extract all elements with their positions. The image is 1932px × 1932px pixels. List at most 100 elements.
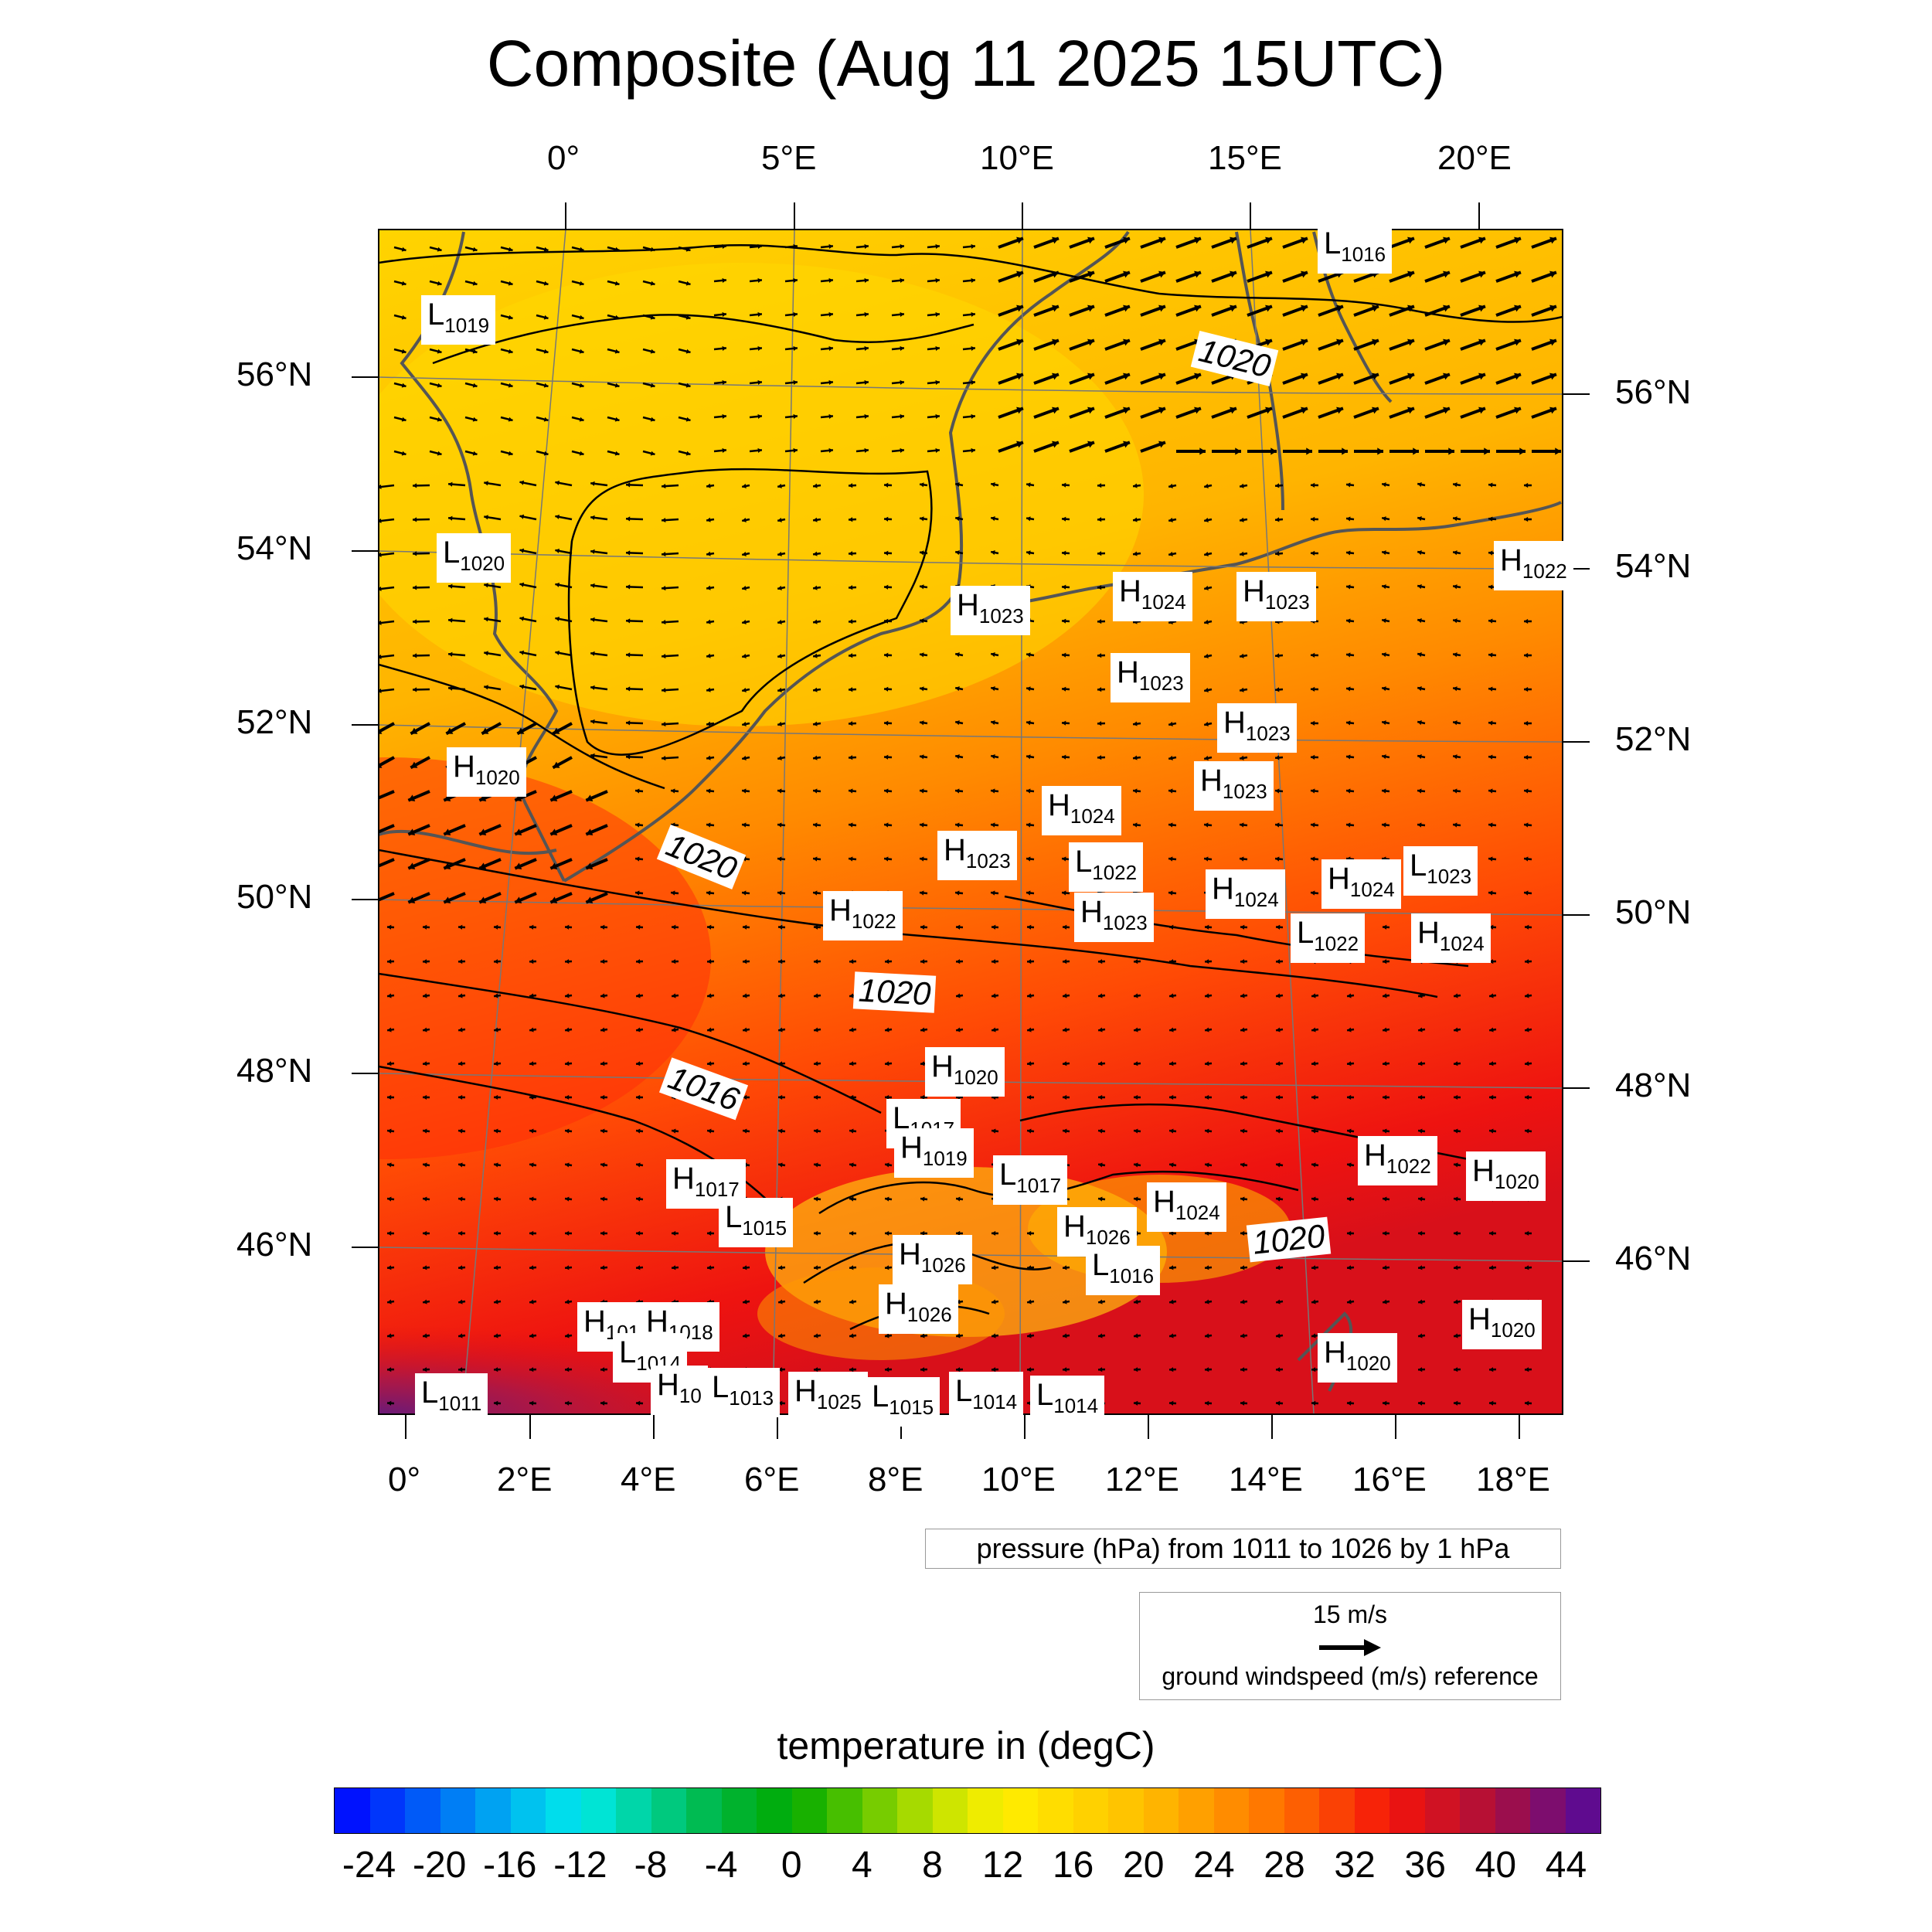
wind-arrow-head	[1489, 1027, 1494, 1032]
wind-arrow-head	[1158, 338, 1165, 346]
wind-arrow-head	[519, 548, 525, 553]
wind-arrow-head	[401, 349, 406, 354]
wind-arrow-head	[1488, 856, 1493, 862]
wind-arrow-head	[413, 585, 417, 590]
wind-arrow-head	[1205, 1061, 1209, 1066]
wind-arrow-head	[1454, 993, 1458, 998]
wind-arrow-head	[1098, 1128, 1103, 1134]
wind-arrow-head	[650, 247, 655, 252]
wind-arrow-head	[1133, 483, 1138, 488]
left-lat-label: 46°N	[236, 1226, 313, 1264]
wind-arrow-head	[1230, 236, 1236, 244]
wind-arrow-head	[1383, 1061, 1387, 1066]
wind-arrow-head	[1417, 652, 1422, 658]
colorbar-bin	[897, 1788, 933, 1833]
wind-arrow-head	[971, 311, 975, 317]
wind-arrow-head	[864, 345, 869, 351]
wind-arrow-head	[706, 619, 711, 624]
wind-arrow-head	[849, 856, 853, 862]
wind-arrow-head	[1062, 856, 1066, 862]
colorbar-tick-label: -12	[553, 1845, 607, 1886]
wind-arrow-head	[777, 653, 782, 658]
wind-arrow-head	[1407, 406, 1414, 414]
colorbar-tick-label: 12	[981, 1845, 1024, 1886]
wind-arrow-head	[813, 890, 818, 896]
right-lat-label: 48°N	[1615, 1066, 1692, 1104]
wind-arrow-head	[555, 650, 560, 655]
wind-arrow-head	[793, 379, 798, 385]
high-pressure-label: H1022	[823, 891, 903, 940]
wind-arrow-head	[543, 383, 549, 388]
wind-arrow-head	[484, 515, 488, 520]
wind-arrow-head	[1453, 686, 1458, 692]
wind-arrow-head	[1265, 236, 1272, 244]
wind-arrow-head	[494, 1333, 498, 1338]
wind-arrow-head	[900, 243, 904, 249]
wind-arrow-head	[636, 924, 641, 930]
wind-arrow-head	[992, 1299, 996, 1304]
high-pressure-label: H1023	[937, 831, 1017, 880]
wind-arrow-head	[742, 585, 747, 590]
wind-arrow-head	[614, 315, 620, 320]
wind-arrow-head	[1134, 959, 1138, 964]
wind-arrow-head	[410, 761, 418, 768]
wind-arrow-head	[1383, 959, 1387, 964]
wind-arrow-head	[1311, 754, 1315, 760]
wind-arrow-head	[743, 1265, 747, 1270]
wind-arrow-head	[991, 652, 995, 658]
colorbar-bin	[1530, 1788, 1566, 1833]
wind-arrow	[379, 892, 395, 902]
wind-arrow-head	[1062, 482, 1066, 488]
wind-arrow-head	[379, 727, 383, 734]
wind-arrow-head	[586, 896, 594, 903]
wind-arrow-head	[1275, 822, 1280, 828]
wind-arrow-head	[1027, 1027, 1032, 1032]
wind-arrow-head	[472, 281, 478, 286]
wind-arrow-head	[1514, 270, 1521, 278]
high-pressure-label: H1023	[1194, 761, 1274, 811]
colorbar-bin	[827, 1788, 862, 1833]
wind-arrow-head	[849, 1230, 854, 1236]
high-pressure-label: H1020	[1462, 1300, 1542, 1349]
wind-arrow-head	[706, 788, 711, 794]
wind-arrow-head	[1016, 338, 1023, 346]
wind-arrow-head	[1204, 721, 1209, 726]
wind-arrow-head	[956, 1333, 961, 1338]
wind-arrow-head	[494, 1299, 498, 1304]
wind-arrow-head	[1301, 236, 1308, 244]
wind-arrow-head	[1383, 1400, 1387, 1406]
wind-arrow-head	[1205, 1094, 1209, 1100]
wind-arrow-head	[1052, 338, 1059, 346]
wind-arrow-head	[920, 1333, 925, 1338]
wind-arrow-head	[920, 584, 924, 590]
wind-arrow-head	[1240, 755, 1244, 760]
high-pressure-label: H1017	[666, 1159, 746, 1209]
wind-arrow-head	[1240, 1230, 1245, 1236]
wind-arrow-head	[494, 1230, 498, 1236]
wind-arrow-head	[1301, 372, 1308, 380]
wind-arrow-head	[1026, 482, 1031, 488]
colorbar-bin	[1565, 1788, 1600, 1833]
wind-arrow-head	[1052, 406, 1059, 414]
wind-arrow-head	[600, 1128, 605, 1134]
wind-arrow-head	[1525, 1230, 1529, 1236]
wind-arrow-head	[814, 1162, 818, 1168]
wind-arrow-head	[1524, 822, 1529, 828]
wind-arrow-head	[1194, 236, 1201, 244]
wind-arrow-head	[1169, 924, 1174, 930]
wind-arrow-head	[1488, 890, 1493, 896]
wind-arrow-head	[479, 862, 487, 869]
high-pressure-label: H1026	[879, 1284, 958, 1334]
wind-arrow-head	[1549, 372, 1556, 380]
colorbar-bin	[1389, 1788, 1425, 1833]
wind-arrow-head	[1026, 856, 1031, 862]
wind-arrow-head	[1276, 1367, 1281, 1372]
wind-arrow-head	[1134, 1299, 1138, 1304]
wind-arrow-head	[742, 551, 747, 556]
wind-arrow-head	[600, 993, 605, 998]
wind-arrow-head	[662, 722, 666, 727]
wind-arrow-head	[685, 247, 691, 252]
wind-arrow-head	[920, 890, 924, 896]
wind-arrow-head	[600, 1196, 605, 1202]
colorbar-bin	[1073, 1788, 1108, 1833]
